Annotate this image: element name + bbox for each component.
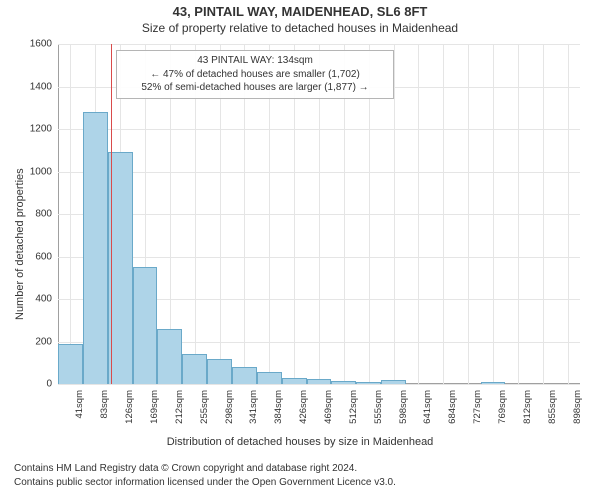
xtick-label: 727sqm bbox=[472, 390, 483, 440]
histogram-bar bbox=[157, 329, 182, 384]
grid-line-v bbox=[468, 44, 469, 384]
ytick-label: 400 bbox=[18, 294, 52, 305]
ytick-label: 200 bbox=[18, 336, 52, 347]
histogram-bar bbox=[381, 380, 406, 384]
ytick-label: 1400 bbox=[18, 81, 52, 92]
xtick-label: 126sqm bbox=[124, 390, 135, 440]
xtick-label: 384sqm bbox=[273, 390, 284, 440]
xtick-label: 855sqm bbox=[547, 390, 558, 440]
ytick-label: 0 bbox=[18, 379, 52, 390]
ytick-label: 1600 bbox=[18, 39, 52, 50]
info-line-2: ← 47% of detached houses are smaller (1,… bbox=[123, 68, 387, 82]
histogram-bar bbox=[58, 344, 83, 384]
info-annotation-box: 43 PINTAIL WAY: 134sqm ← 47% of detached… bbox=[116, 50, 394, 99]
xtick-label: 641sqm bbox=[422, 390, 433, 440]
attribution-text: Contains HM Land Registry data © Crown c… bbox=[6, 458, 404, 493]
chart-title-sub: Size of property relative to detached ho… bbox=[0, 21, 600, 35]
xtick-label: 255sqm bbox=[199, 390, 210, 440]
histogram-bar bbox=[182, 354, 207, 384]
grid-line-v bbox=[518, 44, 519, 384]
histogram-bar bbox=[481, 382, 506, 384]
xtick-label: 426sqm bbox=[298, 390, 309, 440]
attribution-line-2: Contains public sector information licen… bbox=[14, 476, 396, 490]
ytick-label: 1200 bbox=[18, 124, 52, 135]
histogram-bar bbox=[83, 112, 108, 384]
xtick-label: 684sqm bbox=[447, 390, 458, 440]
xtick-label: 469sqm bbox=[323, 390, 334, 440]
xtick-label: 898sqm bbox=[572, 390, 583, 440]
xtick-label: 555sqm bbox=[373, 390, 384, 440]
chart-title-main: 43, PINTAIL WAY, MAIDENHEAD, SL6 8FT bbox=[0, 4, 600, 19]
ytick-label: 600 bbox=[18, 251, 52, 262]
xtick-label: 169sqm bbox=[149, 390, 160, 440]
xtick-label: 298sqm bbox=[224, 390, 235, 440]
ytick-label: 800 bbox=[18, 209, 52, 220]
grid-line-v bbox=[443, 44, 444, 384]
histogram-bar bbox=[133, 267, 158, 384]
histogram-bar bbox=[356, 382, 381, 384]
attribution-line-1: Contains HM Land Registry data © Crown c… bbox=[14, 462, 396, 476]
xtick-label: 341sqm bbox=[248, 390, 259, 440]
grid-line-v bbox=[493, 44, 494, 384]
grid-line-v bbox=[568, 44, 569, 384]
grid-line-v bbox=[70, 44, 71, 384]
xtick-label: 212sqm bbox=[174, 390, 185, 440]
histogram-bar bbox=[307, 379, 332, 384]
grid-line-h bbox=[58, 384, 580, 385]
xtick-label: 41sqm bbox=[74, 390, 85, 440]
info-line-1: 43 PINTAIL WAY: 134sqm bbox=[123, 54, 387, 68]
grid-line-v bbox=[418, 44, 419, 384]
chart-container: 43, PINTAIL WAY, MAIDENHEAD, SL6 8FT Siz… bbox=[0, 0, 600, 500]
xtick-label: 812sqm bbox=[522, 390, 533, 440]
info-line-3: 52% of semi-detached houses are larger (… bbox=[123, 81, 387, 95]
histogram-bar bbox=[207, 359, 232, 385]
xtick-label: 769sqm bbox=[497, 390, 508, 440]
xtick-label: 598sqm bbox=[398, 390, 409, 440]
histogram-bar bbox=[232, 367, 257, 384]
grid-line-v bbox=[543, 44, 544, 384]
xtick-label: 83sqm bbox=[99, 390, 110, 440]
histogram-bar bbox=[331, 381, 356, 384]
reference-marker-line bbox=[111, 44, 112, 384]
ytick-label: 1000 bbox=[18, 166, 52, 177]
histogram-bar bbox=[257, 372, 282, 384]
histogram-bar bbox=[282, 378, 307, 384]
xtick-label: 512sqm bbox=[348, 390, 359, 440]
